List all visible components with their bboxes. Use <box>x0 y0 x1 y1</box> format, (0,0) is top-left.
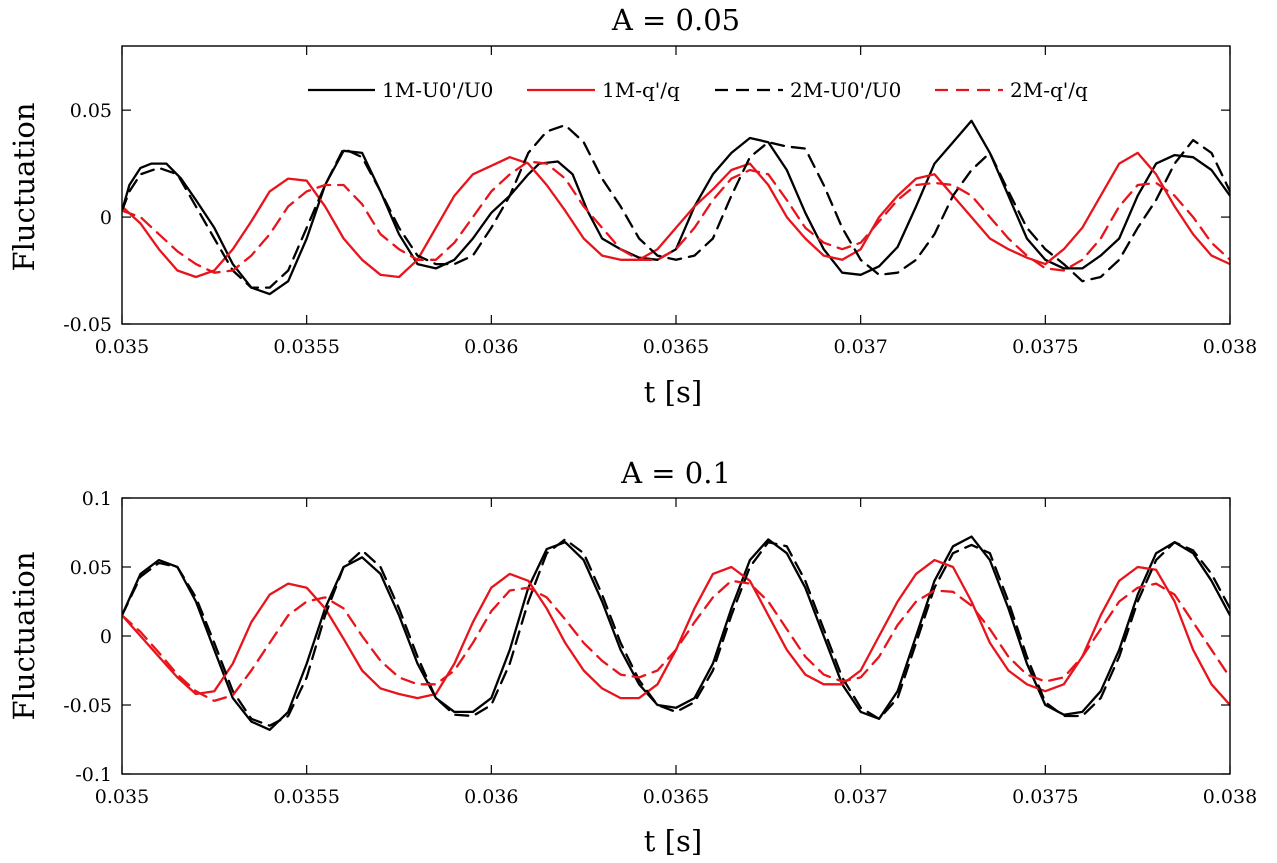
legend-label-1m-u: 1M-U0'/U0 <box>382 78 493 102</box>
series-line-1 <box>122 535 1230 731</box>
x-tick-label: 0.037 <box>833 336 887 358</box>
x-tick-label: 0.0375 <box>1012 786 1078 808</box>
legend: 1M-U0'/U0 1M-q'/q 2M-U0'/U0 2M-q'/q <box>308 78 1088 102</box>
y-tick-label: 0.1 <box>82 488 112 510</box>
series-layer <box>122 535 1230 731</box>
y-tick-label: 0.05 <box>70 100 112 122</box>
plot-frame <box>121 497 1231 775</box>
panel-a01: A = 0.1 0.035 0.0355 0.036 0.0365 0.037 0.037… <box>7 456 1257 858</box>
y-tick-label: 0.05 <box>70 557 112 579</box>
y-axis-label: Fluctuation <box>7 551 41 720</box>
series-line-4 <box>122 579 1230 703</box>
series-line-3 <box>122 123 1230 289</box>
series-line-4 <box>122 160 1230 274</box>
x-tick-label: 0.0355 <box>273 786 339 808</box>
x-tick-label: 0.035 <box>95 336 149 358</box>
y-axis-label: Fluctuation <box>7 102 41 271</box>
legend-label-2m-q: 2M-q'/q <box>1010 78 1088 102</box>
y-tick-label: 0 <box>100 626 112 648</box>
series-layer <box>122 119 1230 296</box>
x-tick-label: 0.037 <box>833 786 887 808</box>
y-tick-label: -0.05 <box>63 314 112 336</box>
x-axis-label: t [s] <box>644 375 702 409</box>
x-tick-label: 0.0365 <box>643 786 709 808</box>
x-tick-label: 0.036 <box>464 786 518 808</box>
x-ticks: 0.035 0.0355 0.036 0.0365 0.037 0.0375 0.038 <box>95 46 1257 358</box>
x-tick-label: 0.038 <box>1203 336 1257 358</box>
x-axis-label: t [s] <box>644 824 702 858</box>
x-tick-label: 0.036 <box>464 336 518 358</box>
x-tick-label: 0.0375 <box>1012 336 1078 358</box>
x-tick-label: 0.0365 <box>643 336 709 358</box>
x-tick-label: 0.0355 <box>273 336 339 358</box>
y-ticks: -0.05 0 0.05 <box>63 100 1230 336</box>
series-line-2 <box>122 151 1230 279</box>
series-line-3 <box>122 538 1230 727</box>
y-ticks: -0.1 -0.05 0 0.05 0.1 <box>63 488 1230 786</box>
x-ticks: 0.035 0.0355 0.036 0.0365 0.037 0.0375 0.038 <box>95 498 1257 808</box>
x-tick-label: 0.038 <box>1203 786 1257 808</box>
panel-title: A = 0.05 <box>611 3 740 37</box>
y-tick-label: 0 <box>100 207 112 229</box>
panel-a005: A = 0.05 0.035 0.0355 0.036 0.0365 0.037 0.03… <box>7 3 1257 409</box>
panel-title: A = 0.1 <box>620 456 731 490</box>
x-tick-label: 0.035 <box>95 786 149 808</box>
legend-label-2m-u: 2M-U0'/U0 <box>790 78 901 102</box>
legend-label-1m-q: 1M-q'/q <box>602 78 680 102</box>
series-line-2 <box>122 558 1230 707</box>
y-tick-label: -0.1 <box>75 764 112 786</box>
y-tick-label: -0.05 <box>63 695 112 717</box>
